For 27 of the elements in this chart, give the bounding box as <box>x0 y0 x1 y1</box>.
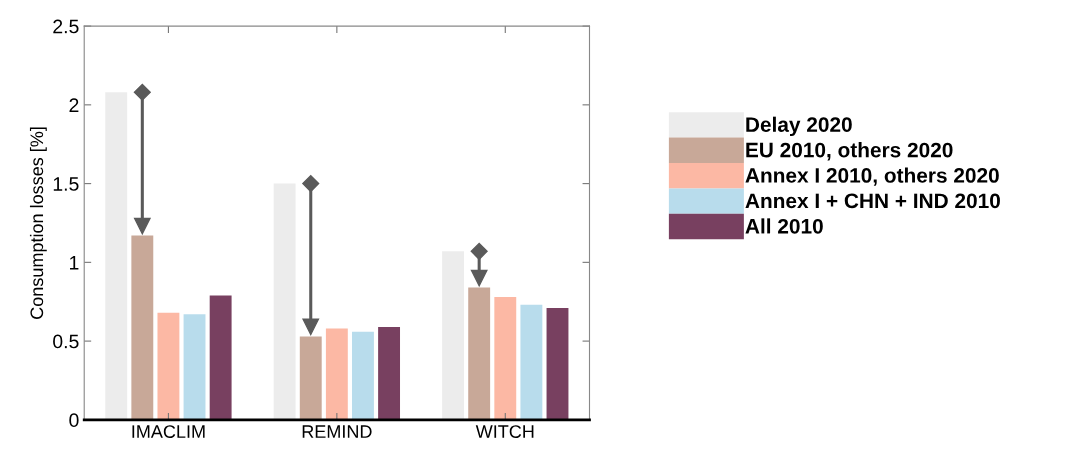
bar <box>520 304 543 420</box>
bar <box>442 251 465 420</box>
bar <box>546 308 569 420</box>
legend-label: Annex I 2010, others 2020 <box>745 167 999 186</box>
y-tick-label: 1 <box>70 256 79 270</box>
legend-label: Annex I + CHN + IND 2010 <box>745 193 1000 209</box>
x-tick-label: WITCH <box>475 425 534 438</box>
x-tick-label: REMIND <box>302 425 372 438</box>
legend-label: All 2010 <box>745 218 823 234</box>
bar <box>494 297 517 420</box>
bar <box>378 326 401 420</box>
y-tick-label: 1.5 <box>53 177 79 191</box>
bar <box>352 331 374 420</box>
y-tick-label: 2.5 <box>53 19 79 34</box>
y-axis-title: Consumption losses [%] <box>29 127 47 319</box>
bar <box>273 183 296 420</box>
y-tick-label: 2 <box>69 98 79 112</box>
legend-label: Delay 2020 <box>746 116 852 137</box>
bar <box>325 328 348 420</box>
bar <box>183 314 206 420</box>
bar <box>105 92 128 420</box>
y-tick-label: 0.5 <box>53 334 79 349</box>
bar <box>209 295 232 420</box>
x-tick-label: IMACLIM <box>132 425 205 438</box>
bar <box>157 312 180 420</box>
legend-label: EU 2010, others 2020 <box>746 142 953 161</box>
y-tick-label: 0 <box>69 413 79 428</box>
